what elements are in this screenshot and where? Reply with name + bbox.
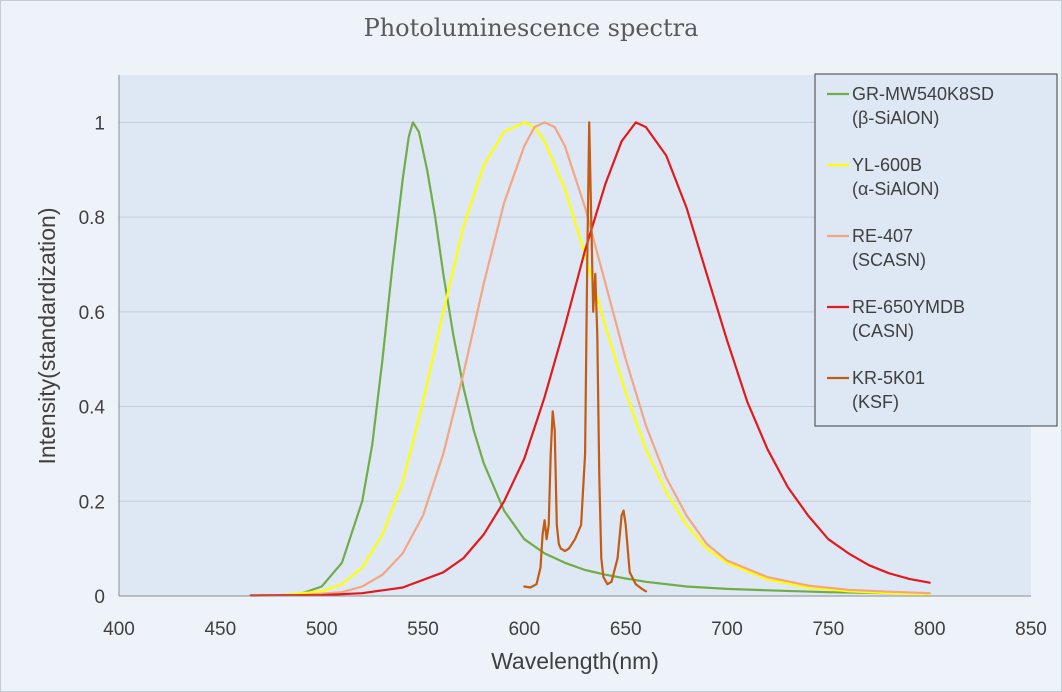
legend-box (814, 73, 1058, 427)
legend-label: RE-407 (852, 226, 913, 246)
x-tick-label: 400 (103, 619, 135, 640)
legend-label: KR-5K01 (852, 368, 925, 388)
x-tick-label: 550 (407, 619, 439, 640)
series-line-yl-600b (249, 121, 931, 597)
legend-label: RE-650YMDB (852, 297, 965, 317)
series-line-gr-mw540k8sd (249, 121, 931, 597)
legend-sublabel: (β-SiAlON) (852, 108, 939, 128)
legend-label: YL-600B (852, 155, 922, 175)
legend: GR-MW540K8SD (β-SiAlON) YL-600B (α-SiAlON) R… (814, 73, 1058, 427)
y-tick-label: 0 (94, 587, 105, 608)
x-tick-label: 700 (711, 619, 743, 640)
legend-sublabel: (SCASN) (852, 250, 926, 270)
legend-label: GR-MW540K8SD (852, 84, 994, 104)
legend-sublabel: (α-SiAlON) (852, 179, 939, 199)
legend-sublabel: (KSF) (852, 392, 899, 412)
x-axis-ticks: 400 450 500 550 600 650 700 750 800 850 (103, 619, 1047, 640)
y-tick-label: 0.4 (79, 398, 106, 419)
legend-sublabel: (CASN) (852, 321, 914, 341)
series-line-re-650ymdb (249, 121, 931, 597)
x-tick-label: 750 (812, 619, 844, 640)
x-axis-title: Wavelength(nm) (491, 648, 659, 674)
y-tick-label: 0.2 (79, 492, 105, 513)
series-line-re-407 (249, 121, 931, 597)
x-tick-label: 650 (610, 619, 642, 640)
y-axis-title: Intensity(standardization) (34, 208, 60, 465)
series-line-kr-5k01 (523, 121, 647, 593)
x-tick-label: 500 (306, 619, 338, 640)
x-tick-label: 850 (1015, 619, 1047, 640)
series-lines (249, 121, 931, 597)
y-tick-label: 0.8 (79, 208, 105, 229)
chart-title: Photoluminescence spectra (364, 14, 699, 42)
y-tick-label: 1 (94, 113, 105, 134)
y-tick-label: 0.6 (79, 303, 105, 324)
x-tick-label: 450 (204, 619, 236, 640)
x-tick-label: 600 (508, 619, 540, 640)
x-tick-label: 800 (914, 619, 946, 640)
y-axis-ticks: 0 0.2 0.4 0.6 0.8 1 (79, 113, 106, 608)
